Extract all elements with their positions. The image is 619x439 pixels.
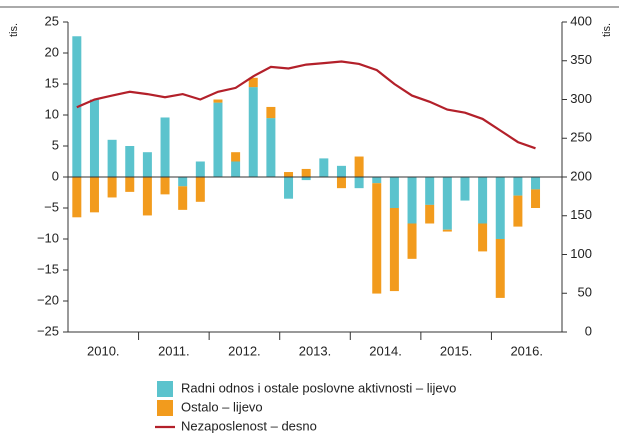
bar (107, 139, 117, 177)
line (76, 60, 536, 150)
bar (195, 161, 205, 177)
bar (301, 168, 311, 177)
legend-swatch (157, 381, 173, 397)
bar (142, 152, 152, 177)
bar (248, 77, 258, 88)
bar (301, 177, 311, 181)
bar (442, 229, 452, 232)
bar (389, 177, 399, 208)
bar (442, 177, 452, 230)
bar (231, 152, 241, 162)
bar (478, 177, 488, 224)
bar (89, 99, 99, 177)
x-group-label: 2014. (369, 343, 402, 358)
bar (407, 177, 417, 224)
y-tick-label: −5 (44, 199, 59, 214)
bar (531, 177, 541, 190)
y2-tick-label: 50 (578, 285, 592, 300)
y2-tick-label: 0 (585, 323, 592, 338)
bar (372, 183, 382, 294)
bar (495, 177, 505, 239)
y-tick-label: 15 (45, 75, 59, 90)
y-tick-label: 20 (45, 44, 59, 59)
bar (513, 177, 523, 196)
y2-tick-label: 400 (570, 13, 592, 28)
legend-label: Nezaposlenost – desno (181, 418, 317, 433)
bar (89, 177, 99, 213)
bar (319, 158, 329, 177)
x-group-label: 2011. (158, 343, 190, 358)
bar (513, 195, 523, 227)
bar (72, 177, 82, 218)
bar (213, 102, 223, 177)
bar (160, 117, 170, 177)
bar (425, 204, 435, 224)
x-group-label: 2013. (299, 343, 332, 358)
y-tick-label: −20 (37, 292, 59, 307)
y2-tick-label: 150 (570, 207, 592, 222)
bar (407, 223, 417, 259)
y2-tick-label: 350 (570, 52, 592, 67)
bar (266, 106, 276, 119)
bar (266, 118, 276, 177)
y2-unit: tis. (601, 23, 613, 37)
bar (160, 177, 170, 195)
bar (372, 177, 382, 184)
bar (142, 177, 152, 216)
x-group-label: 2015. (440, 343, 473, 358)
bar (495, 239, 505, 298)
bar (248, 87, 258, 177)
x-group-label: 2012. (228, 343, 261, 358)
x-group-label: 2010. (87, 343, 120, 358)
bar (213, 99, 223, 103)
bar (284, 177, 294, 199)
y-tick-label: 5 (52, 137, 59, 152)
y2-tick-label: 100 (570, 246, 592, 261)
bar (354, 156, 364, 177)
bar (125, 146, 135, 177)
bar (460, 177, 470, 201)
bar (107, 177, 117, 198)
y-tick-label: 0 (52, 168, 59, 183)
legend-swatch (157, 400, 173, 416)
y2-tick-label: 300 (570, 91, 592, 106)
y2-tick-label: 200 (570, 168, 592, 183)
bar (389, 208, 399, 292)
y-tick-label: −10 (37, 230, 59, 245)
bar (195, 177, 205, 202)
x-group-label: 2016. (510, 343, 543, 358)
bar (178, 177, 188, 187)
bar (178, 186, 188, 210)
bar (354, 177, 364, 189)
y-tick-label: −15 (37, 261, 59, 276)
bar (531, 189, 541, 208)
y-unit: tis. (8, 23, 20, 37)
bar (336, 177, 346, 189)
bar (231, 161, 241, 177)
y-tick-label: 10 (45, 106, 59, 121)
bar (425, 177, 435, 205)
bar (284, 172, 294, 177)
y-tick-label: 25 (45, 13, 59, 28)
y2-tick-label: 250 (570, 130, 592, 145)
bar (336, 165, 346, 177)
bar (478, 223, 488, 252)
legend-label: Ostalo – lijevo (181, 399, 263, 414)
y-tick-label: −25 (37, 323, 59, 338)
bar (125, 177, 135, 192)
legend-label: Radni odnos i ostale poslovne aktivnosti… (181, 380, 456, 395)
